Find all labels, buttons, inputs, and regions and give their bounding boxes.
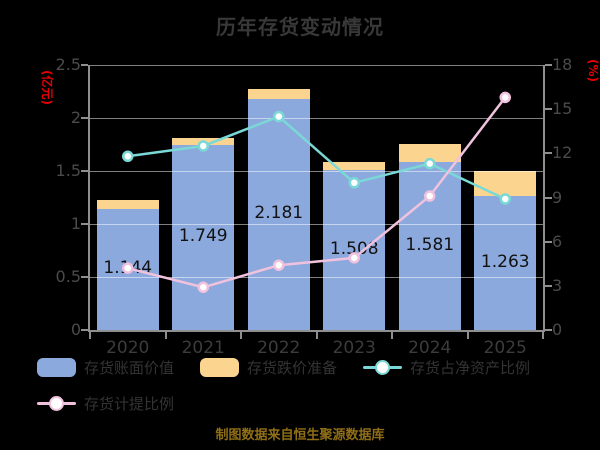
bar-book-value	[474, 196, 537, 330]
bar-provision	[474, 170, 537, 197]
x-axis-tick	[315, 332, 318, 339]
right-axis-tick-label: 12	[552, 143, 573, 163]
line-series-layer	[122, 91, 511, 294]
x-axis-category-label: 2023	[332, 338, 376, 358]
x-axis-tick	[89, 332, 91, 339]
bar-value-label: 1.749	[178, 226, 228, 247]
left-axis-tick-label: 0	[70, 320, 81, 339]
left-axis-tick	[81, 170, 88, 172]
left-axis-tick-label: 1.5	[55, 161, 81, 180]
left-axis-tick	[81, 276, 88, 278]
x-axis-category-label: 2022	[257, 338, 301, 358]
x-axis-category-label: 2021	[181, 338, 225, 358]
bar-provision	[96, 200, 159, 209]
left-axis-tick	[81, 329, 88, 331]
gridline	[90, 223, 543, 225]
bar-provision	[398, 144, 461, 163]
legend-label-provision-ratio: 存货计提比例	[84, 394, 175, 413]
legend-line-marker-provision-ratio	[37, 395, 76, 411]
legend-label-provision: 存货跌价准备	[247, 358, 338, 377]
left-axis-tick-label: 0.5	[55, 267, 81, 286]
x-axis-tick	[466, 332, 469, 339]
data-point-marker	[197, 281, 209, 294]
data-source-note: 制图数据来自恒生聚源数据库	[215, 428, 385, 443]
bar-provision	[247, 89, 310, 99]
data-point-marker	[197, 140, 209, 152]
data-point-marker	[273, 259, 285, 271]
data-point-marker	[499, 91, 511, 104]
bar-provision	[323, 161, 386, 171]
gridline	[90, 170, 543, 172]
x-axis-tick	[391, 332, 393, 339]
legend-label-book-value: 存货账面价值	[84, 358, 175, 377]
data-point-marker	[122, 262, 134, 274]
gridline	[90, 276, 543, 278]
gridline	[90, 117, 543, 119]
left-axis-name-text: (亿元)	[40, 70, 54, 105]
legend-item-provision-ratio[interactable]: 存货计提比例	[37, 393, 174, 413]
legend-swatch-book-value	[37, 357, 76, 377]
left-axis-tick	[81, 117, 88, 119]
right-axis-line	[543, 65, 545, 330]
left-axis-tick-label: 1	[70, 214, 81, 233]
right-axis-tick-label: 18	[552, 55, 573, 74]
right-axis-tick	[545, 152, 552, 155]
bar-value-label: 2.181	[254, 203, 304, 224]
left-axis-tick-label: 2.5	[55, 55, 81, 74]
chart-title: 历年存货变动情况	[216, 15, 384, 39]
bar-book-value	[172, 144, 235, 330]
x-axis-line	[88, 330, 545, 332]
plot-area: 1.1441.7492.1811.5081.5811.26300.511.522…	[56, 55, 573, 358]
left-axis-tick-label: 2	[70, 108, 81, 127]
x-axis-tick	[164, 332, 167, 339]
right-axis-tick	[545, 240, 552, 243]
right-axis-tick	[545, 196, 552, 199]
right-axis-tick-label: 0	[552, 320, 563, 339]
bar-value-label: 1.508	[329, 239, 379, 260]
gridline	[90, 64, 543, 66]
x-axis-category-label: 2024	[408, 338, 452, 358]
left-axis-tick	[81, 223, 88, 225]
left-axis-line	[88, 65, 90, 330]
right-axis-tick-label: 15	[552, 99, 573, 119]
data-point-marker	[424, 190, 436, 202]
right-axis-tick-label: 6	[552, 231, 563, 251]
bar-value-label: 1.263	[480, 252, 530, 273]
data-point-marker	[424, 157, 436, 170]
line-存货占净资产比例	[127, 115, 506, 201]
data-point-marker	[122, 150, 134, 163]
right-axis-tick-label: 9	[552, 187, 563, 207]
data-point-marker	[348, 252, 360, 264]
line-存货计提比例	[127, 96, 507, 289]
right-axis-tick-label: 3	[552, 275, 563, 295]
bar-value-label: 1.581	[405, 235, 455, 256]
right-axis-tick	[545, 284, 552, 287]
left-axis-tick	[81, 64, 88, 66]
bar-book-value	[247, 98, 310, 330]
bar-book-value	[323, 170, 386, 330]
x-axis-category-label: 2025	[483, 338, 527, 358]
right-axis-tick	[545, 329, 552, 331]
legend-item-provision[interactable]: 存货跌价准备	[200, 357, 337, 377]
x-axis-tick	[542, 332, 544, 339]
x-axis-category-label: 2020	[106, 338, 150, 358]
right-axis-tick	[545, 108, 552, 111]
legend-item-net-asset-ratio[interactable]: 存货占净资产比例	[363, 357, 530, 377]
data-point-marker	[273, 110, 285, 123]
data-point-marker	[348, 177, 360, 189]
legend-item-book-value[interactable]: 存货账面价值	[37, 357, 174, 377]
legend-line-marker-net-asset-ratio	[363, 359, 402, 375]
legend-label-net-asset-ratio: 存货占净资产比例	[410, 358, 531, 377]
right-axis-tick	[545, 64, 552, 66]
data-point-marker	[499, 193, 511, 205]
x-axis-tick	[240, 332, 242, 339]
legend-swatch-provision	[200, 357, 239, 377]
